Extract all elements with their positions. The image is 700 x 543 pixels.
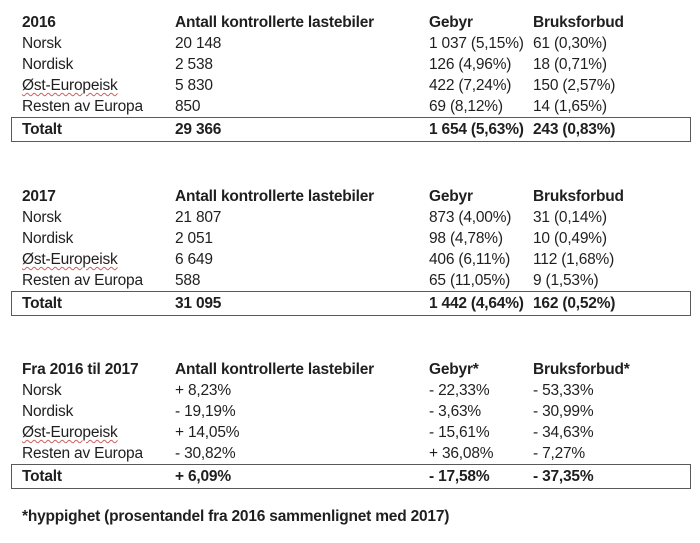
row-label: Øst-Europeisk bbox=[22, 249, 175, 270]
cell-gebyr: 422 (7,24%) bbox=[429, 77, 512, 94]
row-label: Øst-Europeisk bbox=[22, 422, 175, 443]
row-label: Norsk bbox=[22, 209, 62, 226]
cell-gebyr: 65 (11,05%) bbox=[429, 272, 511, 289]
cell-gebyr: - 3,63% bbox=[429, 403, 482, 420]
cell-bruksforbud: - 7,27% bbox=[533, 445, 586, 462]
table-row-ost-europeisk: Øst-Europeisk + 14,05% - 15,61% - 34,63% bbox=[11, 422, 691, 443]
total-label: Totalt bbox=[22, 121, 62, 138]
table-change-header-row: Fra 2016 til 2017 Antall kontrollerte la… bbox=[11, 359, 691, 380]
cell-bruksforbud: 150 (2,57%) bbox=[533, 77, 616, 94]
cell-antall: 6 649 bbox=[175, 251, 213, 268]
row-label: Norsk bbox=[22, 382, 62, 399]
total-gebyr: 1 442 (4,64%) bbox=[429, 295, 524, 312]
table-row-norsk: Norsk + 8,23% - 22,33% - 53,33% bbox=[11, 380, 691, 401]
table-row-resten-av-europa: Resten av Europa 588 65 (11,05%) 9 (1,53… bbox=[11, 270, 691, 291]
misspelled-word: Øst-Europeisk bbox=[22, 77, 118, 94]
cell-bruksforbud: 61 (0,30%) bbox=[533, 35, 607, 52]
row-label: Nordisk bbox=[22, 403, 74, 420]
cell-gebyr: 69 (8,12%) bbox=[429, 98, 503, 115]
table-2016: 2016 Antall kontrollerte lastebiler Geby… bbox=[11, 12, 691, 142]
total-gebyr: 1 654 (5,63%) bbox=[429, 121, 524, 138]
column-header-bruksforbud: Bruksforbud bbox=[533, 14, 624, 31]
total-bruksforbud: 162 (0,52%) bbox=[533, 295, 616, 312]
cell-bruksforbud: 14 (1,65%) bbox=[533, 98, 607, 115]
table-2017-header-row: 2017 Antall kontrollerte lastebiler Geby… bbox=[11, 186, 691, 207]
column-header-gebyr-starred: Gebyr* bbox=[429, 361, 479, 378]
row-label: Resten av Europa bbox=[22, 445, 143, 462]
table-2017-title: 2017 bbox=[22, 188, 56, 205]
total-antall: 31 095 bbox=[175, 295, 222, 312]
total-gebyr: - 17,58% bbox=[429, 468, 490, 485]
cell-gebyr: 1 037 (5,15%) bbox=[429, 35, 524, 52]
cell-bruksforbud: - 30,99% bbox=[533, 403, 594, 420]
total-antall: + 6,09% bbox=[175, 468, 231, 485]
cell-gebyr: 126 (4,96%) bbox=[429, 56, 512, 73]
cell-bruksforbud: 112 (1,68%) bbox=[533, 251, 615, 268]
table-row-resten-av-europa: Resten av Europa - 30,82% + 36,08% - 7,2… bbox=[11, 443, 691, 464]
total-label: Totalt bbox=[22, 295, 62, 312]
cell-bruksforbud: 10 (0,49%) bbox=[533, 230, 607, 247]
total-row-2017: Totalt 31 095 1 442 (4,64%) 162 (0,52%) bbox=[11, 291, 691, 316]
misspelled-word: Øst-Europeisk bbox=[22, 424, 118, 441]
table-row-nordisk: Nordisk 2 538 126 (4,96%) 18 (0,71%) bbox=[11, 54, 691, 75]
cell-gebyr: - 15,61% bbox=[429, 424, 490, 441]
total-bruksforbud: 243 (0,83%) bbox=[533, 121, 616, 138]
table-2017: 2017 Antall kontrollerte lastebiler Geby… bbox=[11, 186, 691, 316]
cell-gebyr: 406 (6,11%) bbox=[429, 251, 511, 268]
cell-bruksforbud: 18 (0,71%) bbox=[533, 56, 607, 73]
table-row-nordisk: Nordisk - 19,19% - 3,63% - 30,99% bbox=[11, 401, 691, 422]
column-header-antall: Antall kontrollerte lastebiler bbox=[175, 361, 374, 378]
row-label: Resten av Europa bbox=[22, 272, 143, 289]
cell-antall: - 30,82% bbox=[175, 445, 236, 462]
total-bruksforbud: - 37,35% bbox=[533, 468, 594, 485]
cell-antall: 850 bbox=[175, 98, 201, 115]
cell-antall: 2 538 bbox=[175, 56, 213, 73]
cell-antall: + 8,23% bbox=[175, 382, 231, 399]
cell-antall: + 14,05% bbox=[175, 424, 240, 441]
row-label: Norsk bbox=[22, 35, 62, 52]
cell-gebyr: 98 (4,78%) bbox=[429, 230, 503, 247]
column-header-gebyr: Gebyr bbox=[429, 188, 473, 205]
total-label: Totalt bbox=[22, 468, 62, 485]
table-row-resten-av-europa: Resten av Europa 850 69 (8,12%) 14 (1,65… bbox=[11, 96, 691, 117]
cell-bruksforbud: 31 (0,14%) bbox=[533, 209, 607, 226]
misspelled-word: Øst-Europeisk bbox=[22, 251, 118, 268]
table-2016-title: 2016 bbox=[22, 14, 56, 31]
column-header-gebyr: Gebyr bbox=[429, 14, 473, 31]
total-row-2016: Totalt 29 366 1 654 (5,63%) 243 (0,83%) bbox=[11, 117, 691, 142]
row-label: Resten av Europa bbox=[22, 98, 143, 115]
table-change-2016-2017: Fra 2016 til 2017 Antall kontrollerte la… bbox=[11, 359, 691, 489]
cell-antall: 5 830 bbox=[175, 77, 213, 94]
cell-gebyr: 873 (4,00%) bbox=[429, 209, 512, 226]
column-header-bruksforbud-starred: Bruksforbud* bbox=[533, 361, 630, 378]
cell-antall: 20 148 bbox=[175, 35, 222, 52]
table-2016-header-row: 2016 Antall kontrollerte lastebiler Geby… bbox=[11, 12, 691, 33]
row-label: Øst-Europeisk bbox=[22, 75, 175, 96]
total-antall: 29 366 bbox=[175, 121, 222, 138]
table-row-norsk: Norsk 21 807 873 (4,00%) 31 (0,14%) bbox=[11, 207, 691, 228]
cell-gebyr: - 22,33% bbox=[429, 382, 490, 399]
footnote: *hyppighet (prosentandel fra 2016 sammen… bbox=[22, 508, 450, 525]
table-row-nordisk: Nordisk 2 051 98 (4,78%) 10 (0,49%) bbox=[11, 228, 691, 249]
cell-gebyr: + 36,08% bbox=[429, 445, 494, 462]
cell-antall: 21 807 bbox=[175, 209, 222, 226]
table-change-title: Fra 2016 til 2017 bbox=[22, 361, 139, 378]
cell-bruksforbud: - 34,63% bbox=[533, 424, 594, 441]
total-row-change: Totalt + 6,09% - 17,58% - 37,35% bbox=[11, 464, 691, 489]
cell-antall: - 19,19% bbox=[175, 403, 236, 420]
column-header-antall: Antall kontrollerte lastebiler bbox=[175, 14, 374, 31]
cell-antall: 588 bbox=[175, 272, 201, 289]
column-header-bruksforbud: Bruksforbud bbox=[533, 188, 624, 205]
table-row-ost-europeisk: Øst-Europeisk 6 649 406 (6,11%) 112 (1,6… bbox=[11, 249, 691, 270]
table-row-norsk: Norsk 20 148 1 037 (5,15%) 61 (0,30%) bbox=[11, 33, 691, 54]
cell-bruksforbud: - 53,33% bbox=[533, 382, 594, 399]
cell-bruksforbud: 9 (1,53%) bbox=[533, 272, 599, 289]
row-label: Nordisk bbox=[22, 56, 74, 73]
cell-antall: 2 051 bbox=[175, 230, 213, 247]
table-row-ost-europeisk: Øst-Europeisk 5 830 422 (7,24%) 150 (2,5… bbox=[11, 75, 691, 96]
column-header-antall: Antall kontrollerte lastebiler bbox=[175, 188, 374, 205]
row-label: Nordisk bbox=[22, 230, 74, 247]
